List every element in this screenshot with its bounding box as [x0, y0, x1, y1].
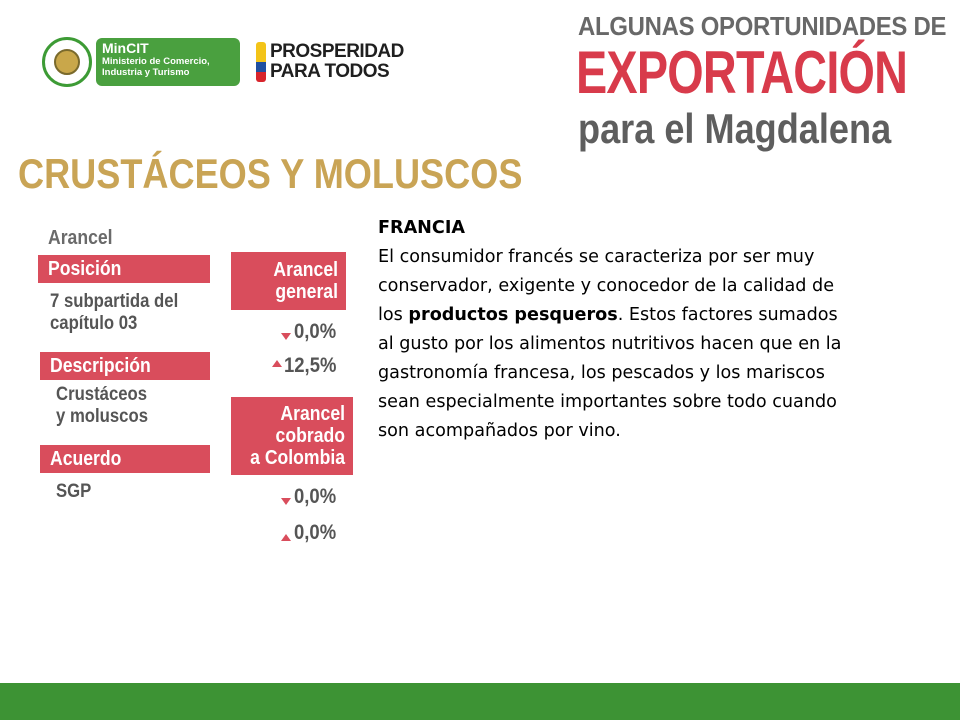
posicion-label: Posición — [48, 258, 122, 280]
arancel-label: Arancel — [48, 227, 113, 249]
descripcion-label: Descripción — [50, 355, 151, 377]
arancel-general-line-2: general — [275, 281, 338, 303]
paragraph-bold-text: productos pesqueros — [408, 305, 618, 325]
arancel-cobrado-box: Arancel cobrado a Colombia — [231, 397, 353, 475]
paragraph-text-after: . Estos factores sumados al gusto por lo… — [378, 305, 842, 441]
descripcion-value-1: Crustáceos — [56, 384, 148, 405]
francia-heading: FRANCIA — [378, 218, 465, 238]
arancel-general-line-1: Arancel — [273, 259, 338, 281]
mincit-logo: MinCIT Ministerio de Comercio, Industria… — [42, 37, 240, 87]
arancel-general-box: Arancel general — [231, 252, 346, 310]
general-max-rate: 12,5% — [284, 354, 337, 377]
section-title: CRUSTÁCEOS Y MOLUSCOS — [18, 150, 523, 197]
mincit-title: MinCIT — [102, 40, 149, 56]
down-arrow-icon — [281, 333, 291, 340]
mincit-badge: MinCIT Ministerio de Comercio, Industria… — [96, 38, 240, 86]
descripcion-value-2: y moluscos — [56, 406, 149, 427]
up-arrow-icon — [281, 534, 291, 541]
footer-bar — [0, 683, 960, 720]
prosperidad-line-1: PROSPERIDAD — [270, 41, 404, 62]
posicion-value-2: capítulo 03 — [50, 313, 138, 334]
prosperidad-line-2: PARA TODOS — [270, 61, 390, 82]
cobrado-min-rate: 0,0% — [294, 485, 337, 508]
arancel-cobrado-line-3: a Colombia — [250, 447, 345, 469]
mincit-subtitle-1: Ministerio de Comercio, — [102, 56, 210, 67]
title-line-3: para el Magdalena — [578, 105, 892, 152]
colombia-flag-icon — [256, 42, 266, 82]
arancel-cobrado-line-1: Arancel — [280, 403, 345, 425]
colombia-seal-icon — [42, 37, 92, 87]
up-arrow-icon — [272, 360, 282, 367]
prosperidad-text: PROSPERIDAD PARA TODOS — [270, 42, 404, 82]
mincit-subtitle-2: Industria y Turismo — [102, 67, 190, 78]
arancel-cobrado-line-2: cobrado — [275, 425, 345, 447]
title-line-2: EXPORTACIÓN — [576, 39, 908, 106]
acuerdo-value: SGP — [56, 481, 92, 502]
general-min-rate: 0,0% — [294, 320, 337, 343]
cobrado-max-rate: 0,0% — [294, 521, 337, 544]
paragraph-text-before: El consumidor francés se caracteriza por… — [378, 247, 835, 325]
down-arrow-icon — [281, 498, 291, 505]
posicion-value-1: 7 subpartida del — [50, 291, 179, 312]
francia-paragraph: FRANCIA El consumidor francés se caracte… — [378, 214, 858, 446]
title-line-1: ALGUNAS OPORTUNIDADES DE — [578, 11, 947, 41]
posicion-bar: Posición — [38, 255, 210, 283]
acuerdo-label: Acuerdo — [50, 448, 122, 470]
acuerdo-bar: Acuerdo — [40, 445, 210, 473]
prosperidad-logo: PROSPERIDAD PARA TODOS — [256, 42, 428, 84]
descripcion-bar: Descripción — [40, 352, 210, 380]
